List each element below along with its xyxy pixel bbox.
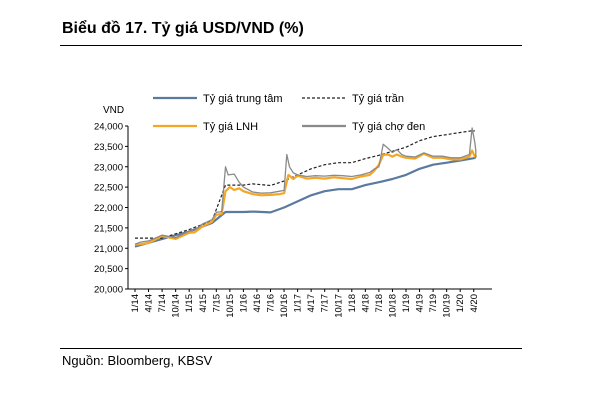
series-line-0 — [134, 156, 477, 248]
x-tick-label: 7/16 — [266, 294, 277, 313]
x-tick-label: 4/15 — [198, 294, 209, 313]
series-line-3 — [134, 127, 477, 245]
x-tick-label: 1/14 — [130, 294, 141, 313]
y-tick-label: 22,500 — [94, 183, 123, 194]
y-tick-label: 22,000 — [94, 203, 123, 214]
y-tick-label: 20,500 — [94, 264, 123, 275]
y-tick-label: 23,500 — [94, 142, 123, 153]
x-tick-label: 1/16 — [238, 294, 249, 313]
x-tick-label: 7/14 — [157, 294, 168, 313]
y-tick-label: 20,000 — [94, 285, 123, 296]
x-tick-label: 4/19 — [415, 294, 426, 313]
x-tick-label: 4/14 — [144, 294, 155, 313]
source-note: Nguồn: Bloomberg, KBSV — [62, 353, 213, 368]
x-tick-label: 1/19 — [401, 294, 412, 313]
x-tick-label: 10/16 — [279, 294, 290, 318]
x-tick-label: 7/15 — [211, 294, 222, 313]
series-line-1 — [135, 130, 475, 239]
legend-label-1: Tỷ giá trần — [352, 93, 404, 105]
x-tick-label: 10/18 — [387, 294, 398, 318]
axes: 20,000 20,500 21,000 21,500 22,000 22,500 23,0… — [94, 122, 492, 318]
title-divider — [60, 45, 522, 46]
x-tick-label: 7/18 — [374, 294, 385, 313]
source-divider — [60, 348, 522, 349]
y-axis-unit-label: VND — [103, 105, 124, 116]
y-tick-label: 23,000 — [94, 162, 123, 173]
x-tick-label: 10/17 — [333, 294, 344, 318]
x-tick-label: 4/17 — [306, 294, 317, 313]
x-tick-label: 7/17 — [320, 294, 331, 313]
x-tick-label: 1/18 — [347, 294, 358, 313]
chart-title: Biểu đồ 17. Tỷ giá USD/VND (%) — [62, 20, 304, 37]
y-tick-label: 21,500 — [94, 223, 123, 234]
legend-label-3: Tỷ giá chợ đen — [352, 121, 425, 133]
legend: Tỷ giá trung tâm Tỷ giá trần Tỷ giá LNH Tỷ … — [153, 93, 425, 133]
x-tick-label: 10/19 — [442, 294, 453, 318]
y-tick-label: 21,000 — [94, 244, 123, 255]
series-lines — [134, 127, 477, 248]
legend-label-0: Tỷ giá trung tâm — [203, 93, 282, 105]
x-tick-label: 10/15 — [225, 294, 236, 318]
x-tick-label: 7/19 — [428, 294, 439, 313]
x-tick-label: 4/18 — [360, 294, 371, 313]
x-tick-label: 4/16 — [252, 294, 263, 313]
legend-label-2: Tỷ giá LNH — [203, 121, 258, 133]
x-tick-label: 1/15 — [184, 294, 195, 313]
series-line-2 — [134, 149, 477, 246]
y-tick-label: 24,000 — [94, 122, 123, 133]
x-tick-label: 4/20 — [469, 294, 480, 313]
x-tick-label: 1/20 — [455, 294, 466, 313]
x-tick-label: 1/17 — [293, 294, 304, 313]
x-tick-label: 10/14 — [171, 294, 182, 318]
